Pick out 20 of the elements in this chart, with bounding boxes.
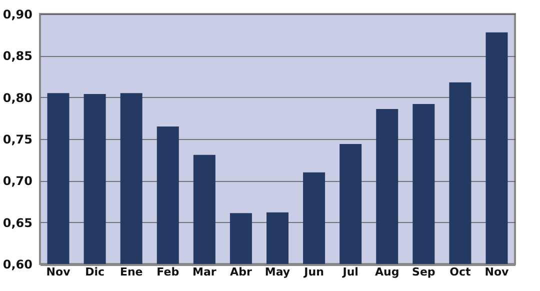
x-tick-label: Sep	[412, 266, 436, 278]
y-tick-label: 0,60	[2, 258, 32, 272]
x-tick-label: Aug	[375, 266, 400, 278]
x-tick-label: Nov	[46, 266, 72, 278]
y-tick-label: 0,75	[2, 132, 32, 146]
x-tick-label: Jul	[342, 266, 358, 278]
y-tick-label: 0,90	[2, 8, 32, 22]
x-tick-label: Nov	[484, 266, 510, 278]
x-tick-label: Dic	[85, 266, 105, 278]
y-tick-label: 0,85	[2, 49, 32, 64]
x-tick-label: Mar	[192, 266, 217, 278]
x-tick-label: Ene	[120, 266, 143, 278]
x-tick-label: Feb	[156, 266, 180, 278]
y-tick-label: 0,65	[2, 216, 32, 230]
x-tick-label: Jun	[303, 266, 324, 278]
x-tick-label: May	[264, 266, 290, 278]
x-tick-label: Oct	[450, 266, 471, 278]
x-tick-label: Abr	[230, 266, 252, 278]
y-tick-label: 0,80	[2, 90, 32, 105]
y-tick-label: 0,70	[2, 174, 32, 188]
